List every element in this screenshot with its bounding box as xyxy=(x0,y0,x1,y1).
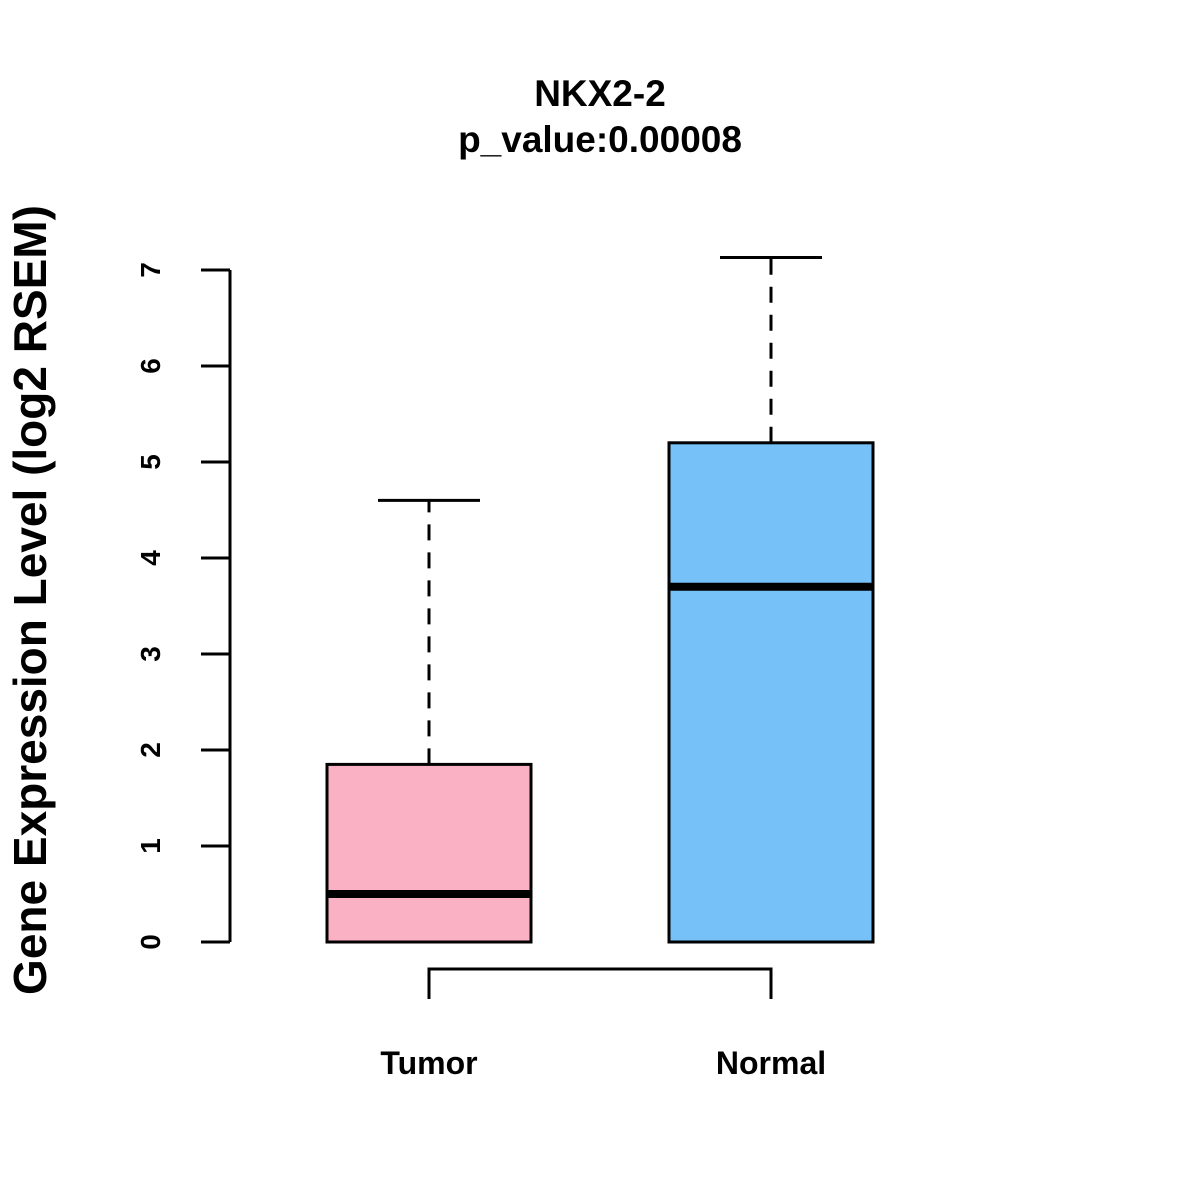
chart-title: NKX2-2 xyxy=(534,73,666,114)
y-tick-label: 3 xyxy=(135,646,166,662)
y-tick-label: 4 xyxy=(135,550,166,566)
box-rect xyxy=(325,762,533,944)
category-label-tumor: Tumor xyxy=(380,1045,477,1081)
category-labels: Tumor Normal xyxy=(380,1045,826,1081)
y-tick-label: 1 xyxy=(135,838,166,854)
y-tick-label: 6 xyxy=(135,358,166,374)
y-axis-title: Gene Expression Level (log2 RSEM) xyxy=(4,205,56,995)
box-tumor xyxy=(325,498,533,944)
category-label-normal: Normal xyxy=(716,1045,826,1081)
y-tick-label: 2 xyxy=(135,742,166,758)
y-tick-label: 7 xyxy=(135,262,166,278)
box-rect xyxy=(667,441,875,944)
bracket-line xyxy=(427,967,773,999)
y-tick-label: 5 xyxy=(135,454,166,470)
box-group xyxy=(325,256,875,944)
chart-subtitle: p_value:0.00008 xyxy=(458,119,742,160)
y-tick-label: 0 xyxy=(135,934,166,950)
comparison-bracket xyxy=(427,967,773,999)
box-normal xyxy=(667,256,875,944)
y-axis: 0 1 2 3 4 5 6 7 xyxy=(135,262,232,950)
